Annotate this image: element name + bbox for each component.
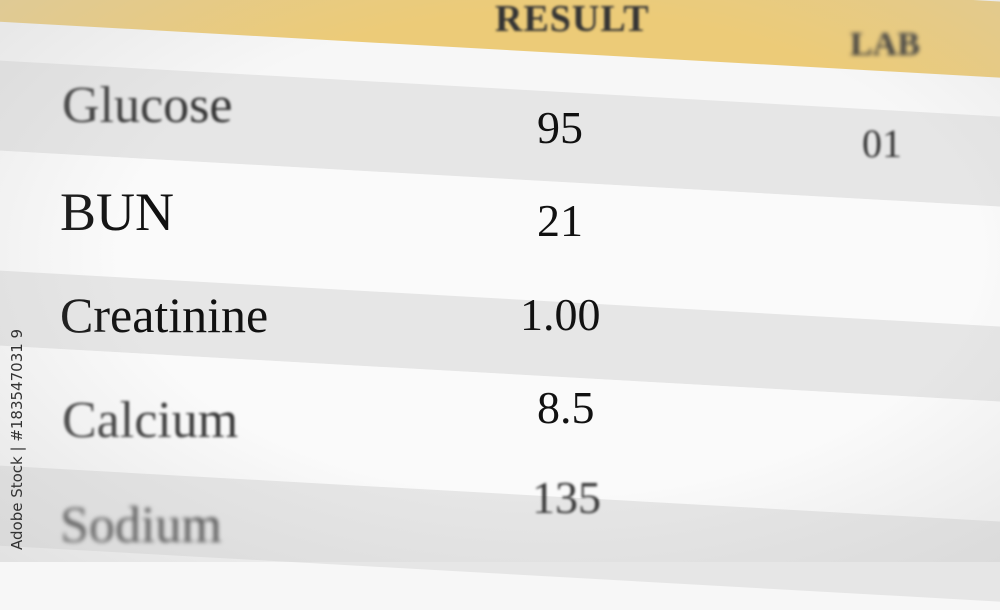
test-name: Calcium <box>62 392 239 449</box>
test-result: 1.00 <box>520 289 601 340</box>
test-result: 135 <box>532 472 601 523</box>
test-name: BUN <box>60 182 175 242</box>
test-result: 95 <box>537 102 583 153</box>
test-name: Sodium <box>60 497 222 554</box>
watermark: Adobe Stock | #183547031 9 <box>8 328 26 550</box>
test-name: Creatinine <box>60 287 269 343</box>
test-result: 21 <box>537 195 583 246</box>
test-lab: 01 <box>862 121 902 166</box>
column-header-lab: LAB <box>850 26 920 63</box>
column-header-result: RESULT <box>495 0 650 40</box>
test-name: Glucose <box>62 77 233 134</box>
test-result: 8.5 <box>537 382 595 433</box>
